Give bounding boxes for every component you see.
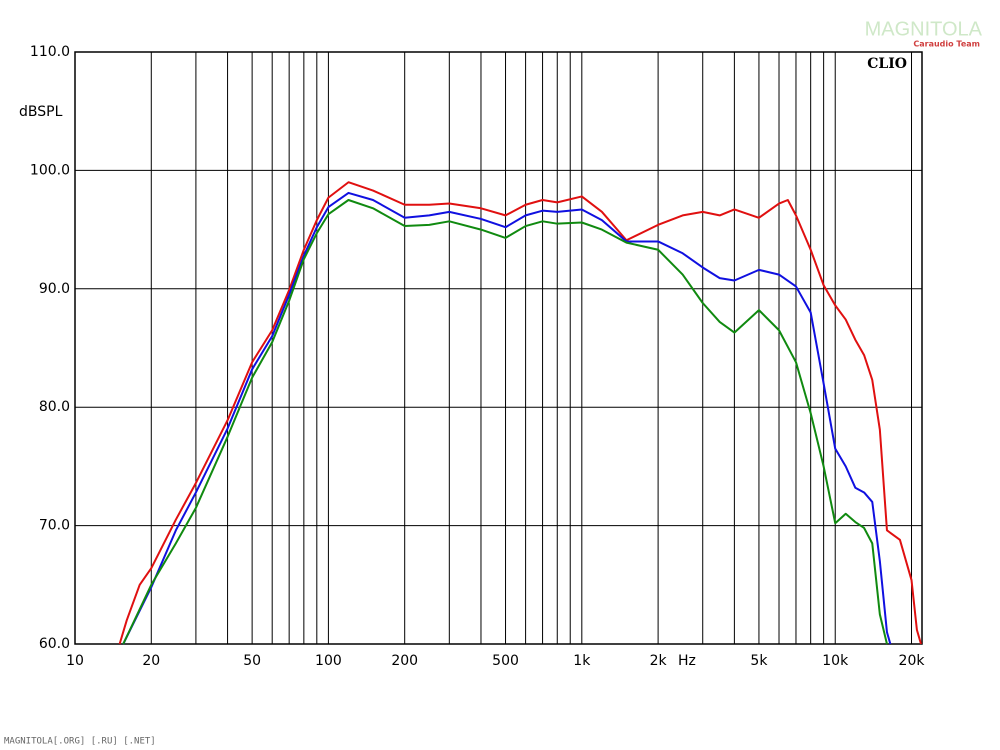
y-tick-label: 60.0 [39,636,70,652]
x-axis-unit: Hz [678,653,696,669]
x-tick-label: 1k [573,653,591,669]
x-tick-label: 20k [899,653,926,669]
series-line [122,199,888,645]
y-tick-label: 70.0 [39,518,70,534]
x-tick-label: 500 [492,653,519,669]
x-tick-label: 20 [142,653,160,669]
x-tick-label: 10 [66,653,84,669]
x-tick-label: 2k [650,653,668,669]
y-tick-label: 100.0 [30,162,70,178]
annotation: CLIO [867,56,907,72]
y-tick-label: 90.0 [39,281,70,297]
x-tick-label: 200 [391,653,418,669]
x-tick-label: 50 [243,653,261,669]
y-tick-label: 110.0 [30,44,70,60]
plot-border [74,51,923,645]
x-tick-label: 100 [315,653,342,669]
y-tick-label: 80.0 [39,399,70,415]
y-axis-label: dBSPL [19,104,63,120]
footer: MAGNITOLA[.ORG] [.RU] [.NET] [4,737,156,747]
series-line [118,181,922,645]
x-tick-label: 5k [750,653,768,669]
watermark: MAGNITOLA [865,18,983,40]
x-tick-label: 10k [822,653,849,669]
series-line [122,191,892,645]
watermark-sub: Caraudio Team [913,40,980,49]
